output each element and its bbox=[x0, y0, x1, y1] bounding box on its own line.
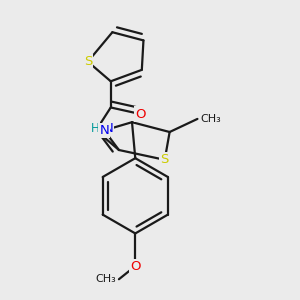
Text: S: S bbox=[160, 153, 169, 166]
Text: O: O bbox=[130, 260, 140, 273]
Text: CH₃: CH₃ bbox=[95, 274, 116, 284]
Text: O: O bbox=[135, 107, 146, 121]
Text: CH₃: CH₃ bbox=[201, 114, 221, 124]
Text: S: S bbox=[84, 55, 92, 68]
Text: N: N bbox=[99, 124, 109, 137]
Text: N: N bbox=[104, 122, 114, 135]
Text: H: H bbox=[91, 122, 100, 135]
